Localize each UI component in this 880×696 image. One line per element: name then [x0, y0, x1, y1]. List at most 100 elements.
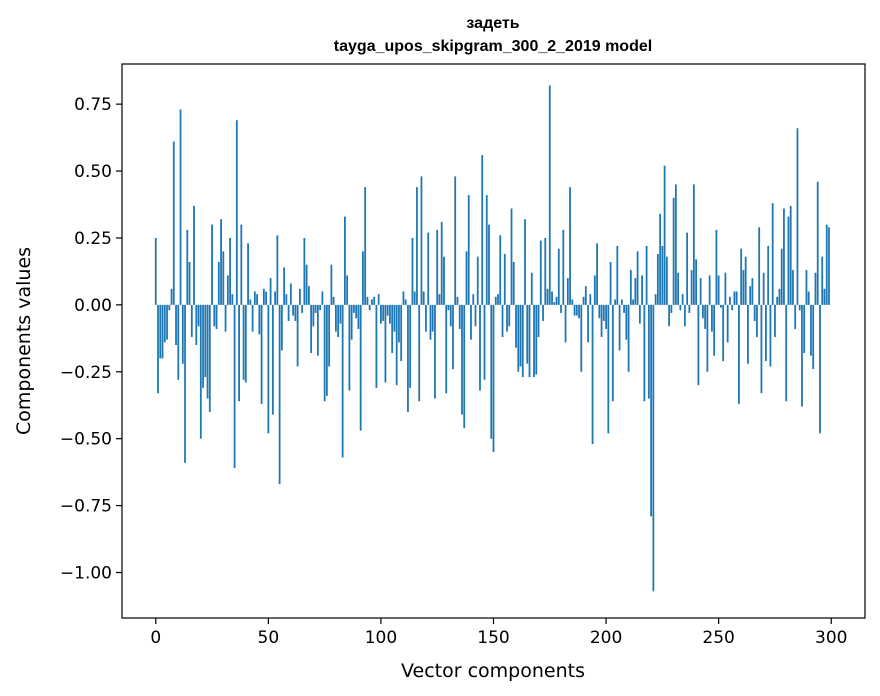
bar: [494, 296, 497, 305]
bar: [389, 304, 391, 324]
bar: [654, 294, 657, 305]
bar: [328, 304, 331, 367]
bar: [467, 195, 470, 305]
bar: [580, 304, 583, 372]
bar: [747, 304, 749, 364]
bar: [434, 304, 436, 399]
bar: [715, 229, 718, 305]
bar: [384, 304, 387, 383]
bar: [443, 256, 445, 305]
bar: [420, 176, 423, 305]
bar: [823, 288, 826, 305]
bar: [497, 294, 499, 305]
bar: [787, 216, 790, 305]
bar: [253, 291, 256, 305]
bar: [332, 296, 335, 305]
bar: [429, 304, 432, 340]
bar: [271, 304, 274, 415]
bar: [582, 296, 585, 305]
bar: [472, 294, 475, 305]
bar: [816, 181, 819, 305]
bar: [346, 275, 349, 305]
bar: [611, 304, 614, 402]
x-axis-ticks: 0 50 100 150 200 250 300: [150, 618, 847, 648]
bar: [560, 304, 562, 313]
bar: [524, 219, 526, 305]
bar: [296, 304, 299, 367]
bar: [508, 304, 511, 327]
bar: [449, 304, 452, 327]
bar: [780, 248, 783, 305]
bar: [222, 251, 225, 305]
bar: [591, 304, 594, 445]
bar: [596, 243, 598, 305]
bar: [447, 304, 450, 311]
y-tick-label: −1.00: [60, 564, 112, 584]
bar: [717, 275, 720, 305]
bar: [427, 232, 430, 305]
bar: [404, 299, 407, 305]
bar: [319, 304, 322, 311]
bar: [695, 259, 698, 305]
bar: [798, 304, 801, 311]
bar: [638, 304, 641, 324]
bar: [202, 304, 204, 388]
bar: [204, 304, 207, 378]
bar: [235, 120, 238, 305]
bar: [803, 304, 806, 354]
bar: [438, 294, 441, 305]
bar: [267, 304, 270, 434]
bar: [677, 272, 680, 305]
bar: [661, 245, 664, 305]
bar: [738, 304, 740, 404]
bar: [758, 227, 761, 305]
bar: [341, 304, 344, 458]
bar: [371, 299, 373, 305]
bar: [262, 288, 265, 305]
bar: [652, 304, 655, 592]
bar: [810, 304, 812, 356]
bar: [616, 245, 619, 305]
bar: [767, 245, 770, 305]
bar: [330, 264, 333, 305]
bar: [589, 294, 592, 305]
bar: [357, 304, 360, 329]
bar: [184, 304, 186, 463]
bar: [814, 272, 817, 305]
chart-subtitle: tayga_upos_skipgram_300_2_2019 model: [334, 38, 652, 55]
bar: [679, 304, 682, 311]
bar: [720, 304, 722, 308]
bar: [641, 275, 643, 305]
bar: [301, 304, 304, 313]
x-axis-label: Vector components: [401, 660, 585, 682]
bar: [726, 304, 729, 343]
bar: [670, 304, 673, 313]
bar: [789, 205, 792, 305]
bar: [620, 299, 623, 305]
bar: [175, 304, 177, 346]
bar: [578, 304, 580, 319]
bar: [571, 299, 574, 305]
bar: [229, 237, 231, 305]
bar: [512, 262, 515, 305]
bar: [287, 304, 290, 321]
bar: [440, 221, 443, 305]
bar: [607, 304, 610, 434]
bar: [598, 304, 601, 319]
bar: [760, 304, 763, 394]
bar: [258, 304, 261, 335]
bar: [398, 304, 400, 343]
bar: [215, 304, 218, 329]
bar: [479, 304, 481, 391]
bar: [260, 304, 263, 404]
bar: [188, 262, 191, 305]
bar: [643, 304, 646, 402]
bar: [681, 294, 684, 305]
bar: [407, 304, 409, 412]
bar: [733, 291, 736, 305]
bar: [776, 296, 779, 305]
bar: [584, 286, 587, 305]
bar: [792, 270, 794, 305]
bar: [697, 304, 700, 386]
bar: [530, 272, 533, 305]
